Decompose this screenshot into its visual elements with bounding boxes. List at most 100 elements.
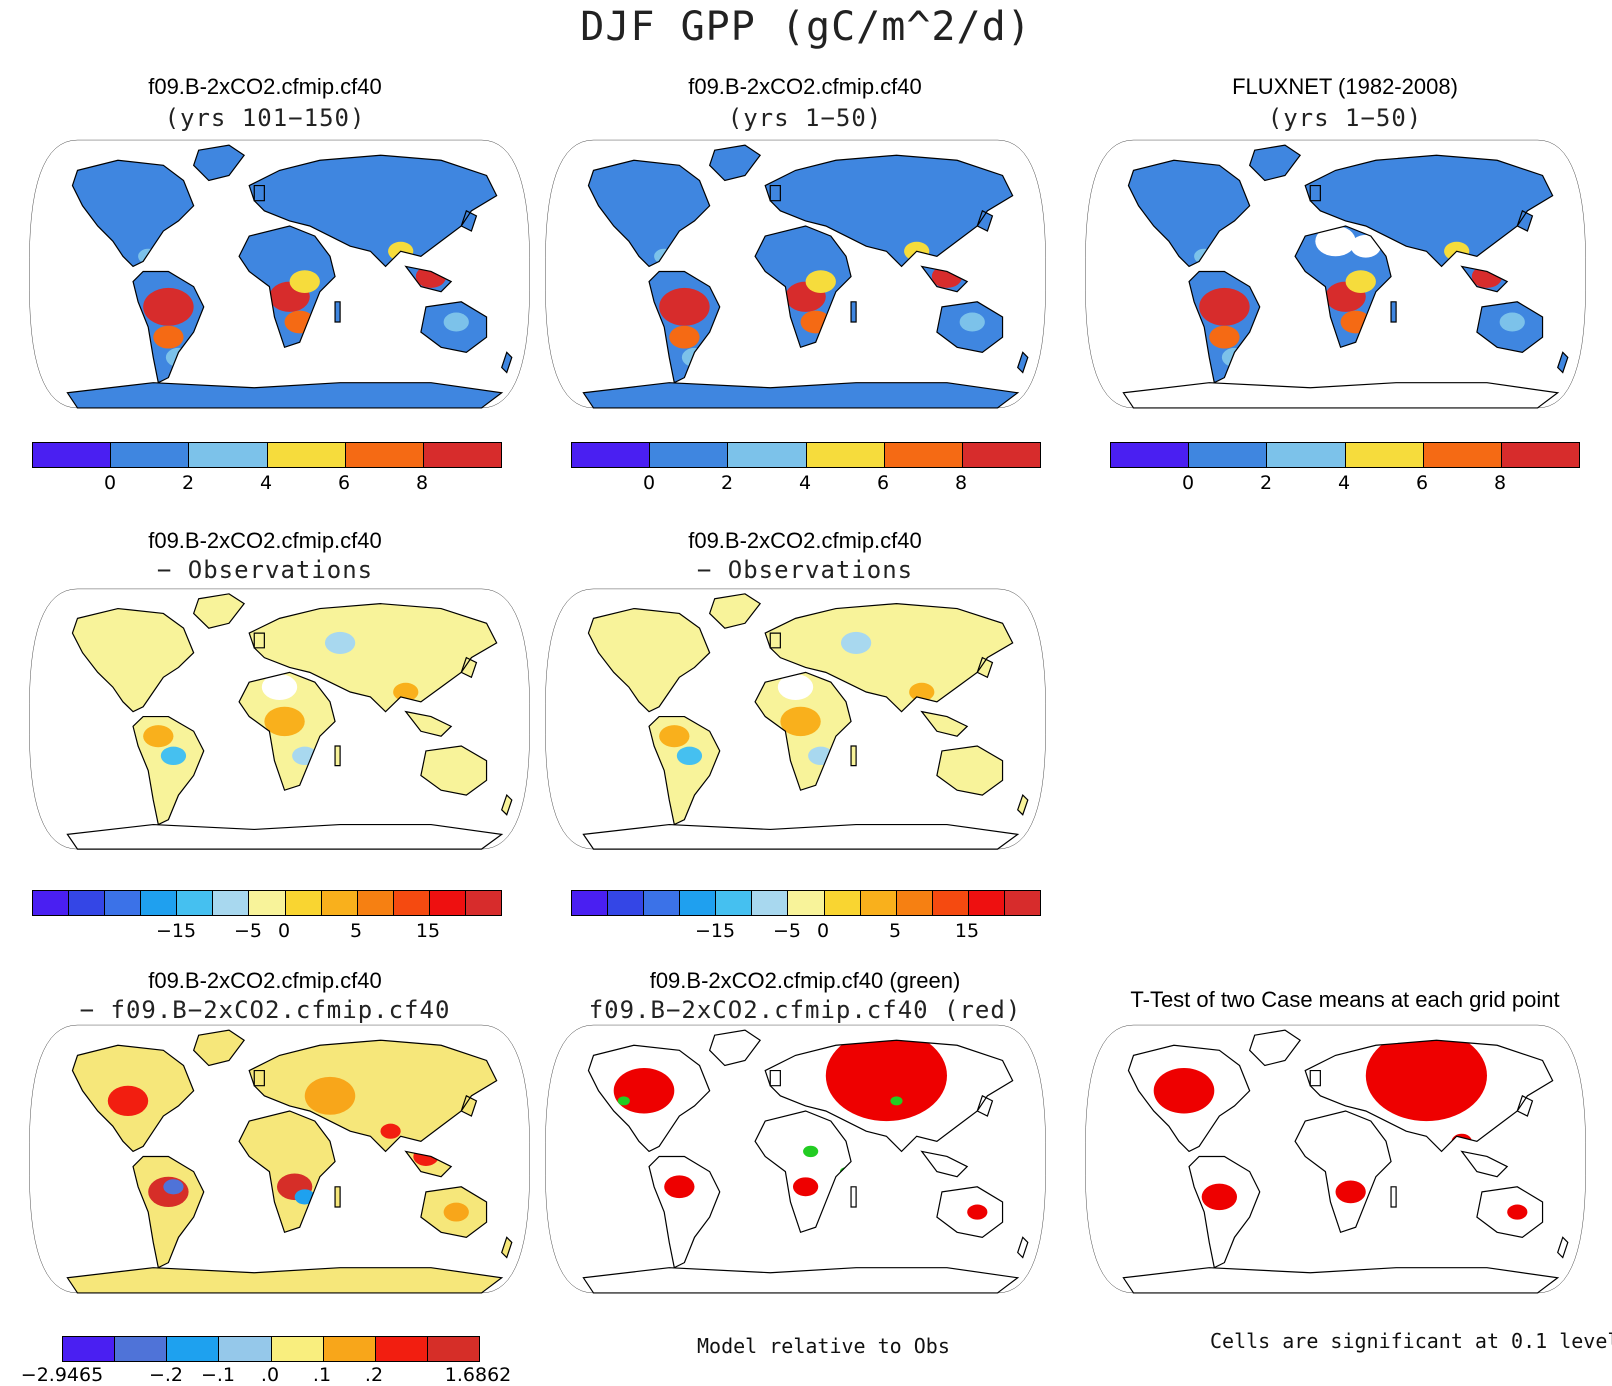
south-america-significant [664,1175,695,1199]
coastline-madagascar [851,302,856,322]
coastline-madagascar [1391,1187,1396,1207]
colorbar-swatch [572,891,609,915]
coastline-africa [755,672,851,790]
africa-positive-bias [780,706,821,737]
colorbar-tick-label: 8 [954,472,968,494]
coastline-southAmerica [133,271,204,382]
land-nz [1557,352,1568,373]
sahara-missing [777,674,814,700]
coastline-eurasia [1305,1040,1552,1151]
colorbar-swatch [806,443,885,467]
colorbar-swatch [249,891,286,915]
coastline-eurasia [765,604,1012,712]
coastline-antarctica [67,1268,501,1293]
central-asia-negative-bias [324,631,356,654]
amazon-high-gpp [143,287,194,326]
america-green-cells [617,1096,630,1106]
land-eurasia [1305,155,1553,267]
coastline-greenland [710,145,761,180]
coastline-seAsia [922,712,967,737]
africa-significant [1335,1180,1366,1204]
map-panel-2 [543,135,1048,413]
panel-4-title: f09.B-2xCO2.cfmip.cf40 [148,528,382,553]
coastline-australia [1477,1187,1543,1238]
model-relative-note: Model relative to Obs [697,1334,950,1358]
coastline-nz [1018,795,1028,815]
coastline-greenland [194,594,245,628]
coastline-uk [1310,186,1320,201]
coastline-seAsia [922,1151,967,1176]
panel-4-subtitle: − Observations [156,556,374,584]
land-southAmerica [133,1156,204,1268]
coastline-seAsia [1462,1151,1507,1176]
colorbar-swatch [115,1337,168,1361]
colorbar-swatch [884,443,963,467]
colorbar-tick-label: −5 [233,920,263,942]
coastline-nz [1558,352,1568,372]
australia-gpp [1499,312,1525,332]
coastline-southAmerica [133,717,204,825]
colorbar-tick-label: 0 [277,920,291,942]
colorbar-swatch [267,443,346,467]
colorbar-swatch [111,443,190,467]
colorbar-swatch [69,891,106,915]
land-madagascar [1391,301,1397,323]
north-america-significant [613,1068,675,1114]
colorbar-swatch [141,891,178,915]
colorbar-swatch [650,443,729,467]
panel-5-subtitle: − Observations [696,556,914,584]
coastline-uk [254,1071,264,1086]
land-eurasia [765,603,1013,712]
colorbar-swatch [752,891,789,915]
coastline-northAmerica [588,160,709,266]
coastline-madagascar [851,1187,856,1207]
colorbar-swatch [63,1337,116,1361]
asia-green-cells [890,1096,903,1106]
colorbar-swatch [716,891,753,915]
land-seAsia [405,711,452,737]
colorbar-swatch [393,891,430,915]
colorbar-swatch [1004,891,1041,915]
colorbar-tick-label: 15 [415,920,441,942]
colorbar-tick-label: 2 [720,472,734,494]
coastline-japan [977,1096,992,1116]
land-uk [770,1070,781,1086]
colorbar-swatch [285,891,322,915]
coastline-nz [1558,1237,1568,1257]
colorbar-swatch [167,1337,220,1361]
coastline-japan [1517,1096,1532,1116]
coastline-eurasia [765,155,1012,266]
colorbar-swatch [896,891,933,915]
land-uk [770,185,781,201]
land-northAmerica [72,160,194,267]
colorbar-swatch [1267,443,1346,467]
coastline-northAmerica [1128,1045,1249,1151]
panel-6-subtitle: − f09.B−2xCO2.cfmip.cf40 [79,996,451,1024]
colorbar-tick-label: 4 [1337,472,1351,494]
colorbar-tick-label: 8 [415,472,429,494]
colorbar-2 [571,442,1041,468]
coastline-nz [1018,352,1028,372]
australia-gpp [443,312,469,332]
amazon-negative-bias [676,746,703,766]
map-panel-5 [543,584,1048,854]
sahara-missing [1315,225,1356,257]
colorbar-tick-label: 2 [1259,472,1273,494]
colorbar-swatch [608,891,645,915]
panel-2-title: f09.B-2xCO2.cfmip.cf40 [688,74,922,99]
colorbar-tick-label: 1.6862 [444,1364,512,1386]
south-asia-positive-bias [393,682,419,702]
colorbar-swatch [572,443,651,467]
coastline-australia [937,746,1003,795]
coastline-africa [1295,226,1391,347]
land-africa [755,1110,852,1233]
australia-increase [443,1202,469,1222]
colorbar-swatch [105,891,142,915]
coastline-southAmerica [649,271,720,382]
land-nz [1017,352,1028,373]
coastline-australia [937,302,1003,353]
arabia-missing [1350,234,1381,258]
coastline-madagascar [1391,302,1396,322]
panel-8-title: T-Test of two Case means at each grid po… [1130,987,1560,1012]
colorbar-swatch [932,891,969,915]
